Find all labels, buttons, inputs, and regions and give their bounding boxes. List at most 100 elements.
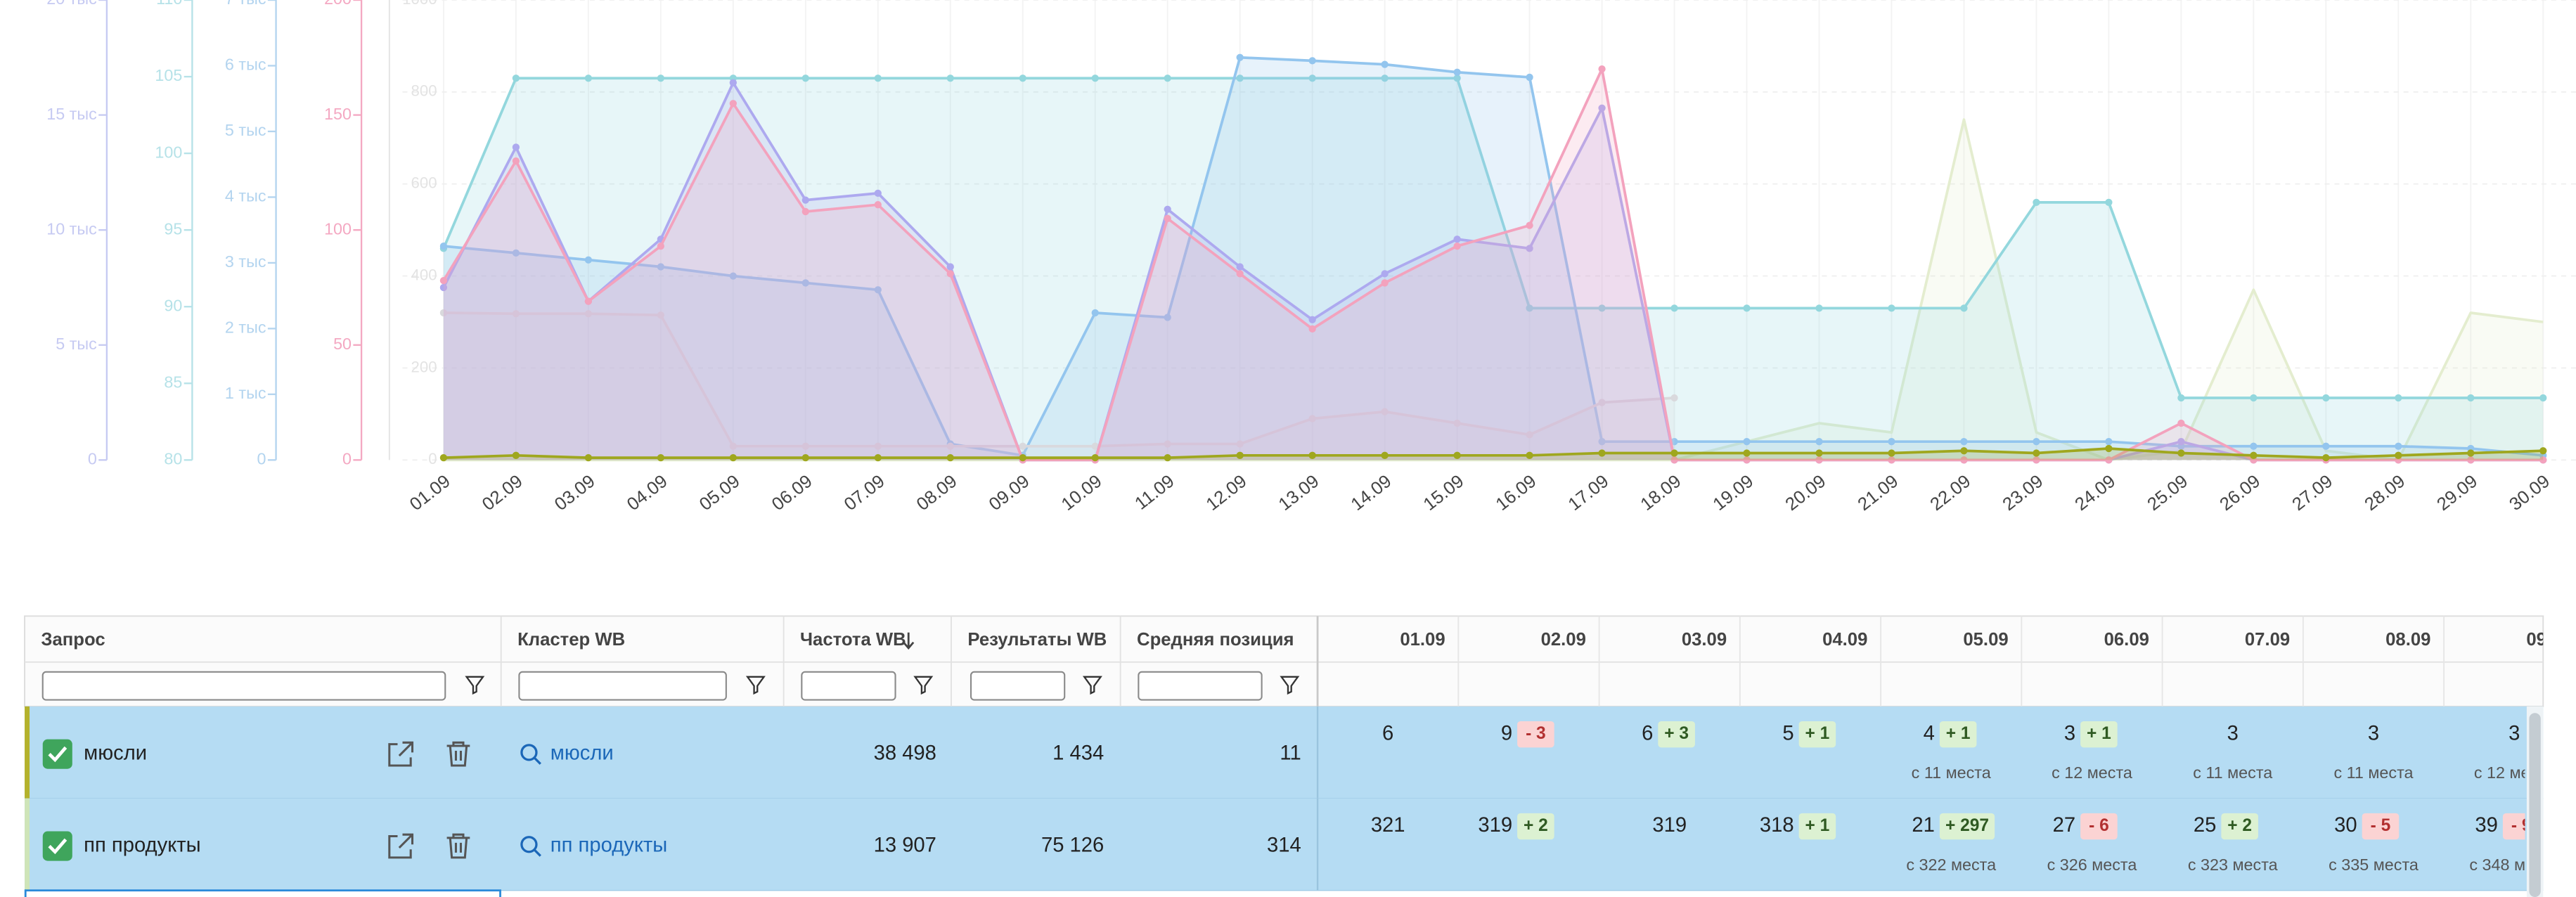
series-point — [1960, 304, 1968, 312]
position-change: - 6 — [2089, 816, 2109, 835]
series — [439, 444, 2547, 462]
series-point — [1381, 60, 1389, 68]
date-column-header[interactable]: 07.09 — [2245, 630, 2290, 650]
series-point — [2033, 438, 2040, 446]
open-link-icon[interactable] — [388, 741, 414, 767]
x-tick-label: 28.09 — [2361, 471, 2409, 515]
cluster-link[interactable]: мюсли — [550, 742, 614, 764]
series-point — [2177, 419, 2185, 427]
extra-axis-tick-label: 20 тыс — [46, 0, 97, 8]
x-tick-label: 18.09 — [1637, 471, 1685, 515]
filter-icon[interactable] — [1280, 676, 1300, 695]
series-point — [1236, 270, 1244, 278]
search-icon[interactable] — [520, 836, 538, 853]
series-point — [1526, 221, 1533, 229]
series-area — [443, 57, 2544, 460]
date-column-header[interactable]: 02.09 — [1541, 630, 1586, 650]
series-point — [1743, 438, 1751, 446]
position-change-badge — [1517, 813, 1554, 840]
filter-input[interactable] — [41, 671, 446, 701]
series-point — [1019, 442, 1026, 450]
x-tick-label: 01.09 — [406, 471, 454, 515]
series-point — [1670, 394, 1678, 402]
search-icon[interactable] — [520, 744, 538, 761]
filter-input[interactable] — [970, 671, 1066, 701]
series-point — [2467, 449, 2475, 457]
date-column-header[interactable]: 06.09 — [2104, 630, 2149, 650]
position-value: 3 — [2509, 722, 2520, 744]
filter-icon[interactable] — [1082, 676, 1102, 695]
delete-icon[interactable] — [446, 741, 470, 767]
checkbox[interactable] — [42, 831, 72, 861]
series-area — [443, 120, 2544, 460]
scrollbar-thumb[interactable] — [2529, 713, 2541, 897]
extra-axis-tick-label: 6 тыс — [225, 56, 266, 74]
results: 75 126 — [1041, 834, 1104, 856]
column-header[interactable]: Средняя позиция — [1137, 630, 1294, 650]
series-line — [443, 447, 2544, 459]
filter-icon[interactable] — [745, 676, 766, 695]
search-icon-handle — [534, 849, 541, 857]
date-column-header[interactable]: 04.09 — [1822, 630, 1867, 650]
series-point — [1164, 440, 1171, 448]
series-point — [801, 442, 809, 450]
date-column-header[interactable]: 01.09 — [1400, 630, 1445, 650]
table-row: пп продукты пп продукты 13 907 75 126 314 321… — [25, 798, 2544, 891]
focused-cell[interactable] — [24, 889, 501, 897]
series-point — [1670, 456, 1678, 464]
position-value: 3 — [2064, 722, 2075, 744]
series-point — [1453, 242, 1461, 250]
position-value: 319 — [1652, 814, 1687, 837]
series-point — [1236, 75, 1244, 82]
x-tick-label: 04.09 — [624, 471, 671, 515]
position-value: 6 — [1382, 722, 1393, 744]
extra-axis-tick-label: 1 тыс — [225, 384, 266, 402]
date-column-header[interactable]: 09.09 — [2526, 630, 2571, 650]
series-point — [512, 157, 520, 165]
x-tick-label: 02.09 — [479, 471, 527, 515]
filter-input[interactable] — [801, 671, 896, 701]
filter-icon[interactable] — [465, 676, 485, 695]
filter-input[interactable] — [1138, 671, 1263, 701]
position-change-badge — [1939, 721, 1977, 748]
series-point — [801, 453, 809, 462]
previous-position: с 12 места — [2052, 763, 2132, 782]
series — [439, 53, 2547, 460]
series-point — [729, 79, 737, 86]
column-header[interactable]: Результаты WB — [967, 630, 1107, 650]
x-tick-label: 15.09 — [1420, 471, 1468, 515]
row-bg — [25, 706, 2544, 799]
delete-icon[interactable] — [446, 833, 470, 859]
column-header[interactable]: Запрос — [41, 630, 105, 650]
position-change: - 3 — [1526, 724, 1546, 743]
x-tick-label: 24.09 — [2071, 471, 2119, 515]
series-point — [2250, 394, 2258, 402]
date-column-header[interactable]: 03.09 — [1682, 630, 1727, 650]
column-header[interactable]: Частота WB — [800, 630, 906, 650]
position-value: 319 — [1478, 814, 1512, 837]
series-point — [1236, 263, 1244, 271]
extra-axis-tick-label: 110 — [156, 0, 182, 8]
series-point — [1236, 451, 1244, 459]
column-header[interactable]: Кластер WB — [517, 630, 625, 650]
date-column-header[interactable]: 08.09 — [2385, 630, 2430, 650]
series-point — [1598, 438, 1606, 446]
checkbox[interactable] — [42, 739, 72, 769]
cluster-link[interactable]: пп продукты — [550, 834, 668, 856]
series-point — [1815, 456, 1823, 464]
x-tick-label: 13.09 — [1275, 471, 1323, 515]
previous-position: с 323 места — [2188, 856, 2278, 874]
filter-icon[interactable] — [913, 676, 934, 695]
series-point — [1091, 453, 1099, 462]
open-link-icon[interactable] — [388, 833, 414, 859]
series-point — [439, 453, 448, 462]
position-value: 321 — [1371, 814, 1405, 837]
table: Запрос Кластер WB Частота WB Результаты WB С… — [24, 615, 2571, 897]
series-point — [1381, 75, 1389, 82]
date-column-header[interactable]: 05.09 — [1963, 630, 2008, 650]
extra-axis-tick-label: 200 — [324, 0, 352, 8]
position-value: 3 — [2227, 722, 2239, 744]
series-point — [1453, 419, 1461, 427]
filter-input[interactable] — [518, 671, 727, 701]
position-value: 25 — [2194, 814, 2216, 837]
